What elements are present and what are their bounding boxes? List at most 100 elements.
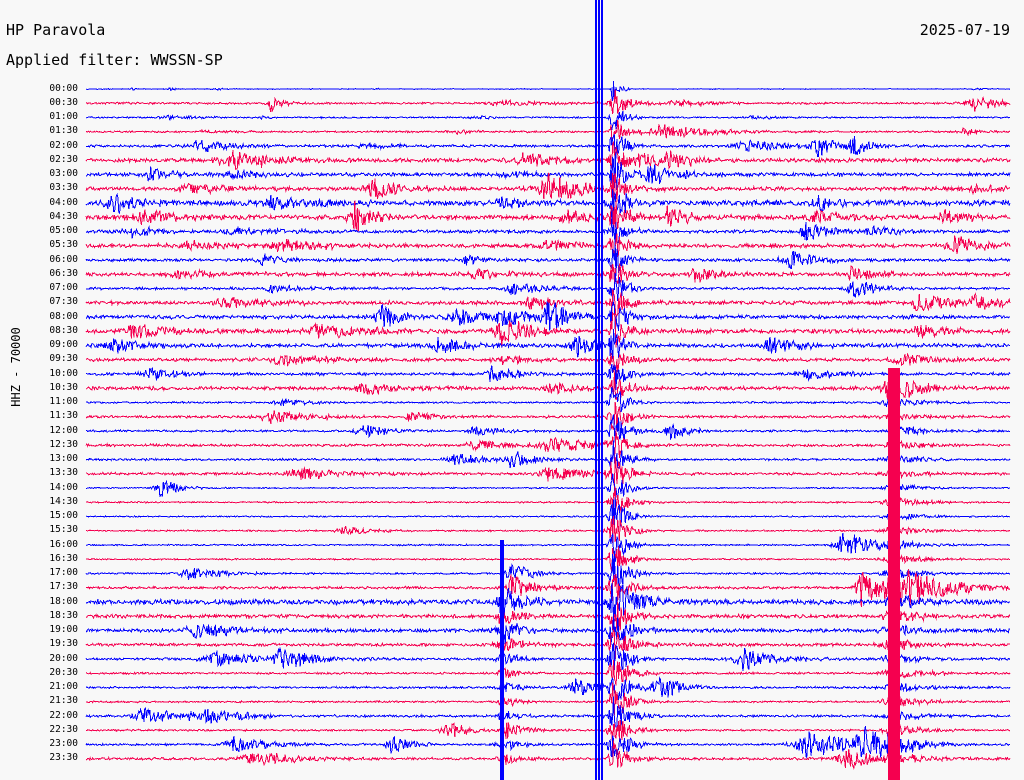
time-tick-0700: 07:00 bbox=[49, 282, 78, 293]
time-tick-0230: 02:30 bbox=[49, 153, 78, 165]
time-tick-2100: 21:00 bbox=[49, 681, 78, 692]
time-tick-0100: 01:00 bbox=[49, 111, 78, 122]
trace-1730 bbox=[85, 568, 1011, 608]
time-tick-0730: 07:30 bbox=[49, 296, 78, 308]
time-tick-1630: 16:30 bbox=[49, 552, 78, 564]
time-tick-1500: 15:00 bbox=[49, 510, 78, 521]
trace-2030 bbox=[85, 659, 1011, 686]
time-axis-tick-labels: 00:00 00:30 01:00 01:30 02:00 02:30 03:00 03:30… bbox=[0, 0, 86, 780]
time-tick-1930: 19:30 bbox=[49, 638, 78, 650]
trace-0930 bbox=[85, 352, 1011, 377]
trace-2130 bbox=[85, 682, 1011, 716]
time-tick-2130: 21:30 bbox=[49, 695, 78, 707]
clip-line-2 bbox=[598, 0, 600, 780]
trace-0700 bbox=[85, 272, 1010, 305]
trace-2330 bbox=[85, 740, 1011, 770]
time-tick-0430: 04:30 bbox=[49, 210, 78, 222]
time-tick-0500: 05:00 bbox=[49, 225, 78, 236]
trace-1830 bbox=[85, 601, 1011, 632]
trace-1130 bbox=[85, 401, 1011, 431]
time-tick-0630: 06:30 bbox=[49, 267, 78, 279]
trace-1530 bbox=[85, 515, 1011, 543]
trace-0300 bbox=[86, 156, 1011, 191]
trace-0630 bbox=[85, 263, 1011, 284]
time-tick-1400: 14:00 bbox=[49, 481, 78, 493]
trace-0500 bbox=[85, 217, 1011, 246]
time-tick-2330: 23:30 bbox=[49, 752, 78, 764]
trace-1400 bbox=[86, 473, 1010, 503]
time-tick-0130: 01:30 bbox=[49, 125, 78, 137]
record-date-label: 2025-07-19 bbox=[919, 21, 1010, 39]
trace-0900 bbox=[85, 328, 1011, 360]
trace-0030 bbox=[85, 89, 1011, 114]
time-tick-0800: 08:00 bbox=[49, 310, 78, 322]
time-tick-2300: 23:00 bbox=[49, 738, 78, 749]
trace-0130 bbox=[85, 119, 1011, 142]
trace-0430 bbox=[85, 200, 1011, 233]
time-tick-0200: 02:00 bbox=[49, 139, 78, 151]
time-tick-1530: 15:30 bbox=[49, 524, 78, 536]
trace-1430 bbox=[85, 486, 1011, 514]
trace-1630 bbox=[85, 546, 1011, 573]
trace-1930 bbox=[85, 629, 1011, 660]
trace-0100 bbox=[85, 110, 1010, 130]
large-red-event-clip bbox=[888, 368, 900, 780]
trace-1500 bbox=[85, 498, 1011, 529]
time-tick-0900: 09:00 bbox=[49, 339, 78, 350]
trace-1300 bbox=[85, 440, 1011, 469]
time-tick-1200: 12:00 bbox=[49, 424, 78, 436]
trace-0800 bbox=[85, 301, 1011, 331]
time-tick-0600: 06:00 bbox=[49, 253, 78, 265]
time-tick-1000: 10:00 bbox=[49, 367, 78, 379]
trace-0230 bbox=[85, 141, 1011, 172]
time-tick-1900: 19:00 bbox=[49, 624, 78, 635]
time-tick-1830: 18:30 bbox=[49, 609, 78, 621]
time-tick-2230: 22:30 bbox=[49, 723, 78, 735]
trace-2000 bbox=[85, 642, 1011, 672]
trace-0530 bbox=[85, 233, 1011, 258]
trace-2230 bbox=[85, 719, 1011, 749]
trace-0400 bbox=[85, 189, 1011, 219]
trace-1900 bbox=[85, 611, 1011, 646]
trace-2300 bbox=[85, 726, 1011, 760]
time-tick-1100: 11:00 bbox=[49, 396, 78, 407]
time-tick-1300: 13:00 bbox=[49, 453, 78, 464]
trace-1030 bbox=[85, 373, 1011, 404]
time-tick-0330: 03:30 bbox=[49, 182, 78, 194]
time-tick-2200: 22:00 bbox=[49, 709, 78, 721]
time-tick-1030: 10:30 bbox=[49, 381, 78, 393]
applied-filter-label: Applied filter: WWSSN-SP bbox=[6, 51, 223, 69]
time-tick-2000: 20:00 bbox=[49, 652, 78, 664]
trace-2200 bbox=[85, 696, 1011, 728]
blue-event-cluster bbox=[500, 540, 504, 780]
time-tick-0400: 04:00 bbox=[49, 196, 78, 208]
trace-0200 bbox=[85, 134, 1011, 164]
time-tick-1130: 11:30 bbox=[49, 410, 78, 422]
page-title: HP Paravola bbox=[6, 21, 106, 39]
trace-2100 bbox=[85, 675, 1011, 705]
trace-1000 bbox=[85, 364, 1011, 390]
trace-1800 bbox=[85, 583, 1011, 622]
time-tick-0830: 08:30 bbox=[49, 324, 78, 336]
time-tick-0530: 05:30 bbox=[49, 239, 78, 251]
time-tick-0030: 00:30 bbox=[49, 96, 78, 108]
trace-0600 bbox=[85, 244, 1011, 276]
trace-1230 bbox=[85, 430, 1011, 459]
time-tick-2030: 20:30 bbox=[49, 666, 78, 678]
trace-0730 bbox=[85, 289, 1011, 319]
time-tick-1430: 14:30 bbox=[49, 495, 78, 507]
time-tick-1600: 16:00 bbox=[49, 538, 78, 550]
trace-1330 bbox=[85, 456, 1011, 487]
time-tick-0930: 09:30 bbox=[49, 353, 78, 365]
clip-line-3 bbox=[601, 0, 603, 780]
trace-1100 bbox=[85, 386, 1011, 413]
time-tick-1230: 12:30 bbox=[49, 438, 78, 450]
trace-0000 bbox=[85, 80, 1011, 102]
trace-1600 bbox=[85, 533, 1011, 563]
trace-0830 bbox=[85, 310, 1011, 348]
time-tick-0300: 03:00 bbox=[49, 168, 78, 179]
time-tick-1800: 18:00 bbox=[49, 595, 78, 607]
